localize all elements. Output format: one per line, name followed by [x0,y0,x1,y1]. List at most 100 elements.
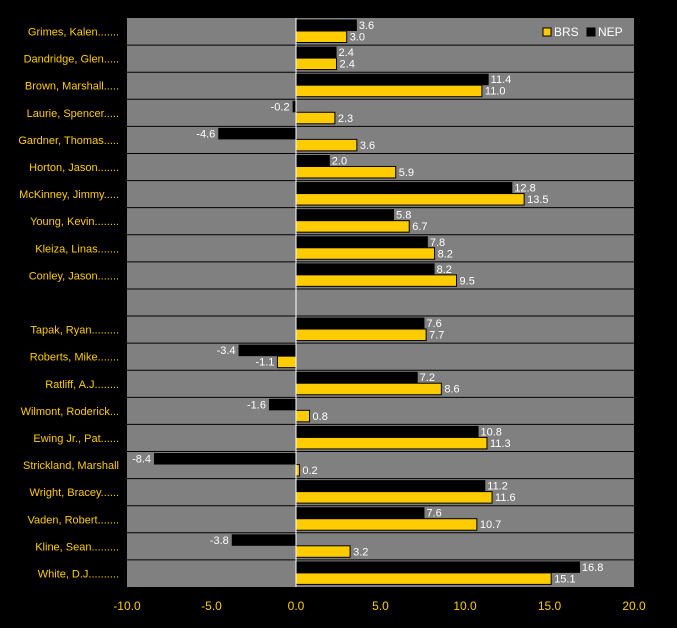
bar-nep [296,480,486,492]
category-label: Dandridge, Glen..... [24,54,119,66]
category-label: Ewing Jr., Pat...... [33,433,119,445]
value-label-nep: 7.2 [420,372,435,384]
value-label-nep: 16.8 [582,562,603,574]
bar-nep [296,317,425,330]
category-label: Horton, Jason....... [29,162,119,174]
bar-brs [295,274,458,287]
bar-brs [295,491,493,504]
value-label-brs: 8.2 [438,248,453,260]
bar-brs [295,30,348,43]
x-tick-label: 5.0 [372,599,389,613]
value-label-nep: 10.8 [481,426,502,438]
value-label-brs: 0.2 [302,465,317,477]
bar-brs [295,382,442,396]
bar-brs [295,84,483,98]
value-label-nep: 11.2 [487,481,508,493]
bar-nep [296,507,425,519]
value-label-brs: 11.3 [490,438,511,450]
bar-brs [295,545,351,558]
legend-label-nep: NEP [598,25,623,39]
value-label-brs: 3.0 [350,32,365,44]
category-label: Kline, Sean......... [35,541,119,553]
value-label-nep: 7.6 [426,318,441,330]
bar-nep [292,100,296,113]
bar-nep [296,182,513,194]
category-label: Young, Kevin........ [30,216,119,228]
value-label-nep: -3.4 [217,345,236,357]
value-label-nep: 7.8 [430,237,445,249]
value-label-nep: -1.6 [247,399,266,411]
bar-nep [296,46,337,59]
bar-nep [296,209,395,221]
category-label: Laurie, Spencer..... [27,108,119,120]
bar-brs [295,572,552,585]
category-label: Strickland, Marshall [23,460,119,472]
bar-brs [295,111,336,125]
value-label-brs: 7.7 [429,330,444,342]
bars [154,19,580,585]
bar-brs [295,518,478,531]
category-label: Grimes, Kalen....... [28,27,119,39]
value-label-nep: 3.6 [359,20,374,32]
value-labels: 3.63.02.42.411.411.0-0.22.3-4.63.62.05.9… [132,20,603,585]
bar-brs [295,138,358,152]
value-label-nep: 8.2 [437,264,452,276]
value-label-nep: -8.4 [132,454,151,466]
x-tick-label: 15.0 [538,599,562,613]
bar-brs [295,247,436,260]
value-label-brs: 15.1 [554,573,575,585]
bar-brs [295,220,410,233]
bar-brs [295,165,397,179]
bar-brs [295,328,427,342]
legend-swatch-nep [586,27,596,37]
x-axis-tick-labels: -10.0 -5.0 0.0 5.0 10.0 15.0 20.0 [113,599,646,613]
legend: BRS NEP [542,25,623,39]
bar-nep [154,453,296,465]
bar-nep [231,534,296,546]
bar-brs [295,193,525,206]
category-labels: Grimes, Kalen....... Dandridge, Glen.....… [18,27,119,581]
category-label: Ratliff, A.J........ [45,379,119,391]
x-tick-label: -5.0 [201,599,222,613]
bar-nep [238,344,296,357]
value-label-brs: 2.3 [338,113,353,125]
bar-brs [295,409,311,423]
value-label-nep: 11.4 [491,74,512,86]
bar-nep [296,561,580,573]
value-label-brs: 3.2 [353,546,368,558]
value-label-brs: 13.5 [527,194,548,206]
bar-brs [295,436,488,450]
x-tick-label: 10.0 [453,599,477,613]
value-label-nep: 7.6 [426,508,441,520]
value-label-nep: 12.8 [514,183,535,195]
x-tick-label: -10.0 [113,599,141,613]
bar-nep [296,263,435,275]
value-label-nep: 2.4 [339,47,354,59]
legend-label-brs: BRS [554,25,579,39]
value-label-brs: 0.8 [313,411,328,423]
category-label: Brown, Marshall..... [25,81,119,93]
x-tick-label: 20.0 [622,599,646,613]
bar-nep [296,425,479,438]
value-label-brs: 11.6 [495,492,516,504]
legend-swatch-brs [542,27,552,37]
value-label-brs: 11.0 [485,86,506,98]
value-label-nep: -4.6 [196,128,215,140]
value-label-nep: 5.8 [396,210,411,222]
value-label-nep: -0.2 [271,101,290,113]
category-label: Gardner, Thomas..... [18,135,119,147]
value-label-brs: 2.4 [340,59,355,71]
bar-brs [295,464,300,477]
bar-nep [296,371,418,384]
category-label: Vaden, Robert....... [27,514,119,526]
value-label-brs: 3.6 [360,140,375,152]
value-label-brs: 6.7 [412,221,427,233]
gridlines [127,44,634,561]
bar-nep [296,19,357,31]
value-label-nep: 2.0 [332,155,347,167]
category-label: White, D.J.......... [38,568,119,580]
bar-nep [296,154,330,167]
value-label-brs: 8.6 [444,384,459,396]
category-label: Wright, Bracey...... [30,487,119,499]
